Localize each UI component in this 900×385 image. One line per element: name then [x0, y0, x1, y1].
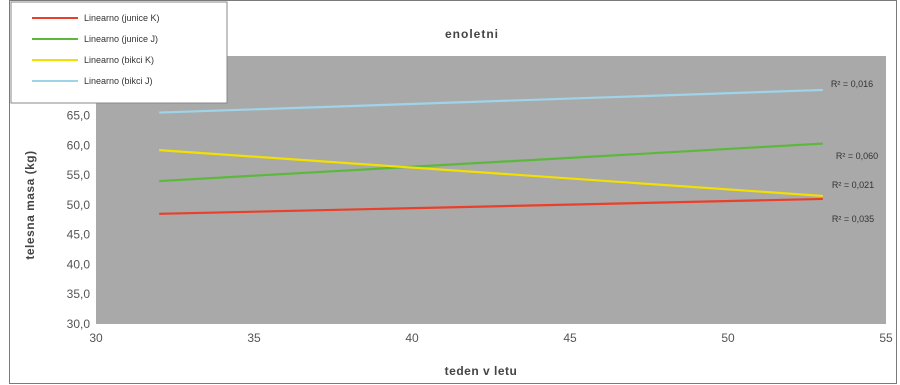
x-tick-label: 45 [563, 331, 577, 345]
series-line [159, 149, 823, 198]
r2-label: R² = 0,016 [831, 79, 873, 89]
x-tick-label: 55 [879, 331, 893, 345]
series-layer [159, 88, 823, 215]
y-tick-label: 60,0 [67, 138, 91, 152]
series-line [159, 197, 823, 215]
chart-title: enoletni [445, 27, 499, 41]
x-axis-title: teden v letu [445, 364, 518, 378]
legend-label: Linearno (bikci J) [84, 76, 153, 86]
y-tick-label: 55,0 [67, 168, 91, 182]
legend-label: Linearno (junice K) [84, 13, 160, 23]
y-tick-label: 35,0 [67, 287, 91, 301]
r2-label: R² = 0,060 [836, 151, 878, 161]
legend-label: Linearno (junice J) [84, 34, 158, 44]
y-tick-label: 40,0 [67, 257, 91, 271]
x-tick-label: 40 [405, 331, 419, 345]
y-tick-label: 65,0 [67, 109, 91, 123]
chart-frame: R² = 0,035 R² = 0,060 R² = 0,021 R² = 0,016… [9, 0, 897, 384]
y-tick-label: 30,0 [67, 317, 91, 331]
series-line [159, 142, 823, 183]
x-axis-ticks: 30 35 40 45 50 55 [89, 331, 893, 345]
y-axis-ticks: 30,035,040,045,050,055,060,065,070,0 [67, 79, 91, 331]
legend: Linearno (junice K) Linearno (junice J) Li… [10, 1, 228, 104]
y-tick-label: 45,0 [67, 228, 91, 242]
r2-labels: R² = 0,035 R² = 0,060 R² = 0,021 R² = 0,016 [831, 79, 878, 224]
line-chart: R² = 0,035 R² = 0,060 R² = 0,021 R² = 0,016… [10, 1, 893, 378]
r2-label: R² = 0,035 [832, 214, 874, 224]
legend-label: Linearno (bikci K) [84, 55, 154, 65]
series-line [159, 88, 823, 114]
x-tick-label: 50 [721, 331, 735, 345]
x-tick-label: 35 [247, 331, 261, 345]
y-tick-label: 50,0 [67, 198, 91, 212]
x-tick-label: 30 [89, 331, 103, 345]
r2-label: R² = 0,021 [832, 180, 874, 190]
y-axis-title: telesna masa (kg) [23, 150, 37, 259]
